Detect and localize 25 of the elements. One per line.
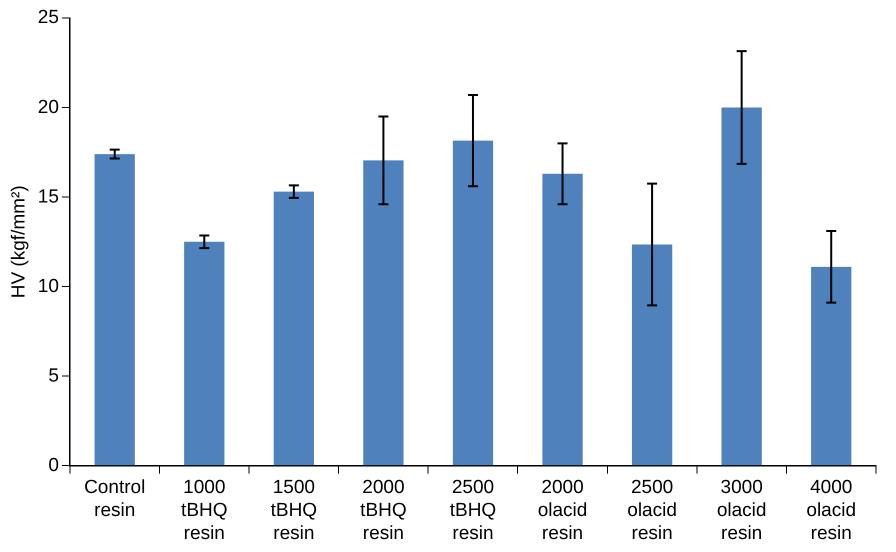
x-tick-label: 1000 tBHQ resin xyxy=(181,477,228,544)
x-tick-label: 2000 olacid resin xyxy=(538,477,588,544)
x-tick-label: 3000 olacid resin xyxy=(716,477,766,544)
bar xyxy=(542,174,583,466)
bar xyxy=(632,244,672,466)
bar xyxy=(184,242,224,466)
y-tick-label: 15 xyxy=(38,186,59,208)
bar xyxy=(274,192,314,466)
bar xyxy=(811,266,852,466)
y-tick-label: 10 xyxy=(38,276,59,297)
bar xyxy=(363,160,404,466)
x-tick-label: 2500 tBHQ resin xyxy=(450,477,496,544)
bar xyxy=(722,108,762,466)
x-tick-label: 4000 olacid resin xyxy=(806,477,856,544)
y-tick-label: 0 xyxy=(48,454,59,476)
y-tick-label: 5 xyxy=(48,365,59,386)
x-tick-label: Control resin xyxy=(84,477,146,522)
x-tick-label: 2500 olacid resin xyxy=(627,477,677,544)
x-tick-label: 2000 tBHQ resin xyxy=(360,477,407,544)
y-tick-label: 25 xyxy=(38,7,59,28)
y-tick-label: 20 xyxy=(38,96,59,118)
y-axis-title: HV (kgf/mm²) xyxy=(8,185,30,298)
bar xyxy=(452,140,494,466)
x-tick-label: 1500 tBHQ resin xyxy=(270,477,318,544)
bar xyxy=(94,154,135,466)
